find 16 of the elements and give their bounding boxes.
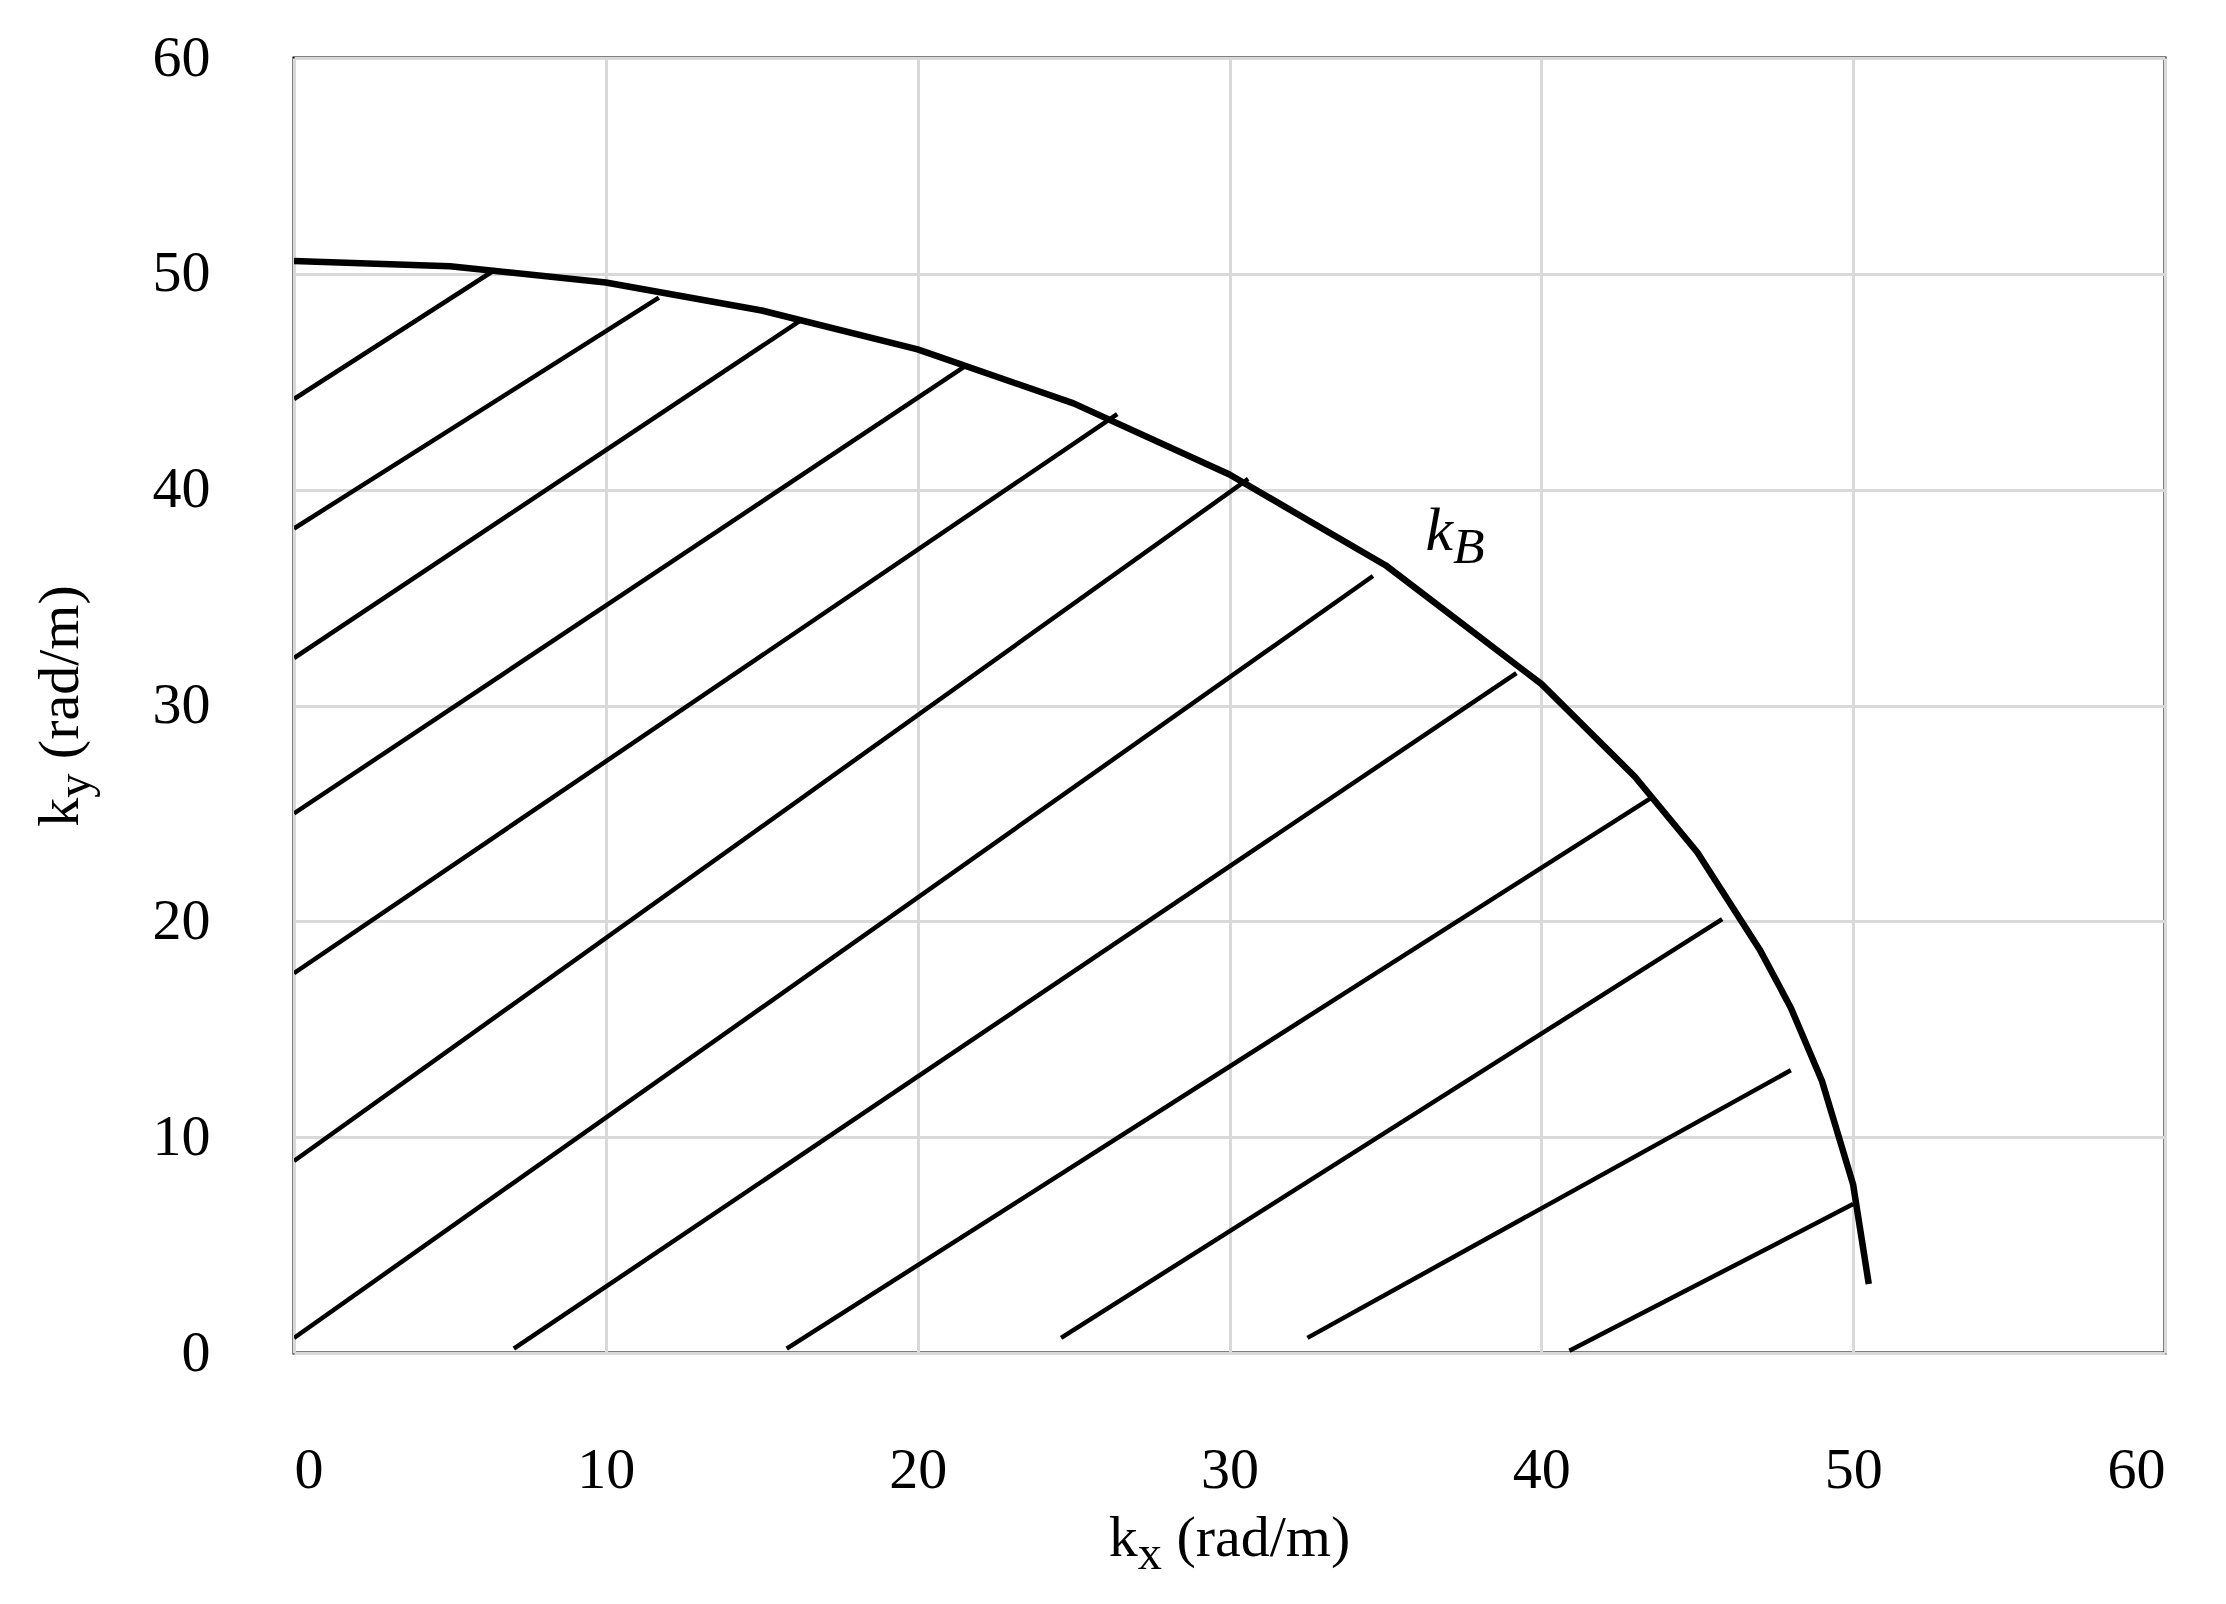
x-tick-label: 20 [889,1435,948,1501]
y-tick-label: 0 [181,1318,211,1384]
y-tick-label: 20 [152,886,211,952]
y-tick-label: 40 [152,455,211,521]
y-tick-label: 60 [152,23,211,89]
x-axis-title: k$_{x}$ (rad/m) [1108,1504,1351,1579]
x-tick-label: 10 [577,1435,636,1501]
x-tick-label: 0 [294,1435,324,1501]
x-tick-label: 60 [2107,1435,2166,1501]
x-tick-label: 50 [1824,1435,1883,1501]
y-tick-label: 30 [152,671,211,736]
y-tick-label: 50 [152,239,211,305]
x-tick-label: 40 [1512,1435,1571,1501]
x-tick-label: 30 [1201,1435,1259,1501]
y-tick-label: 10 [152,1102,211,1168]
series-label: k$_{B}$ [1425,495,1485,575]
